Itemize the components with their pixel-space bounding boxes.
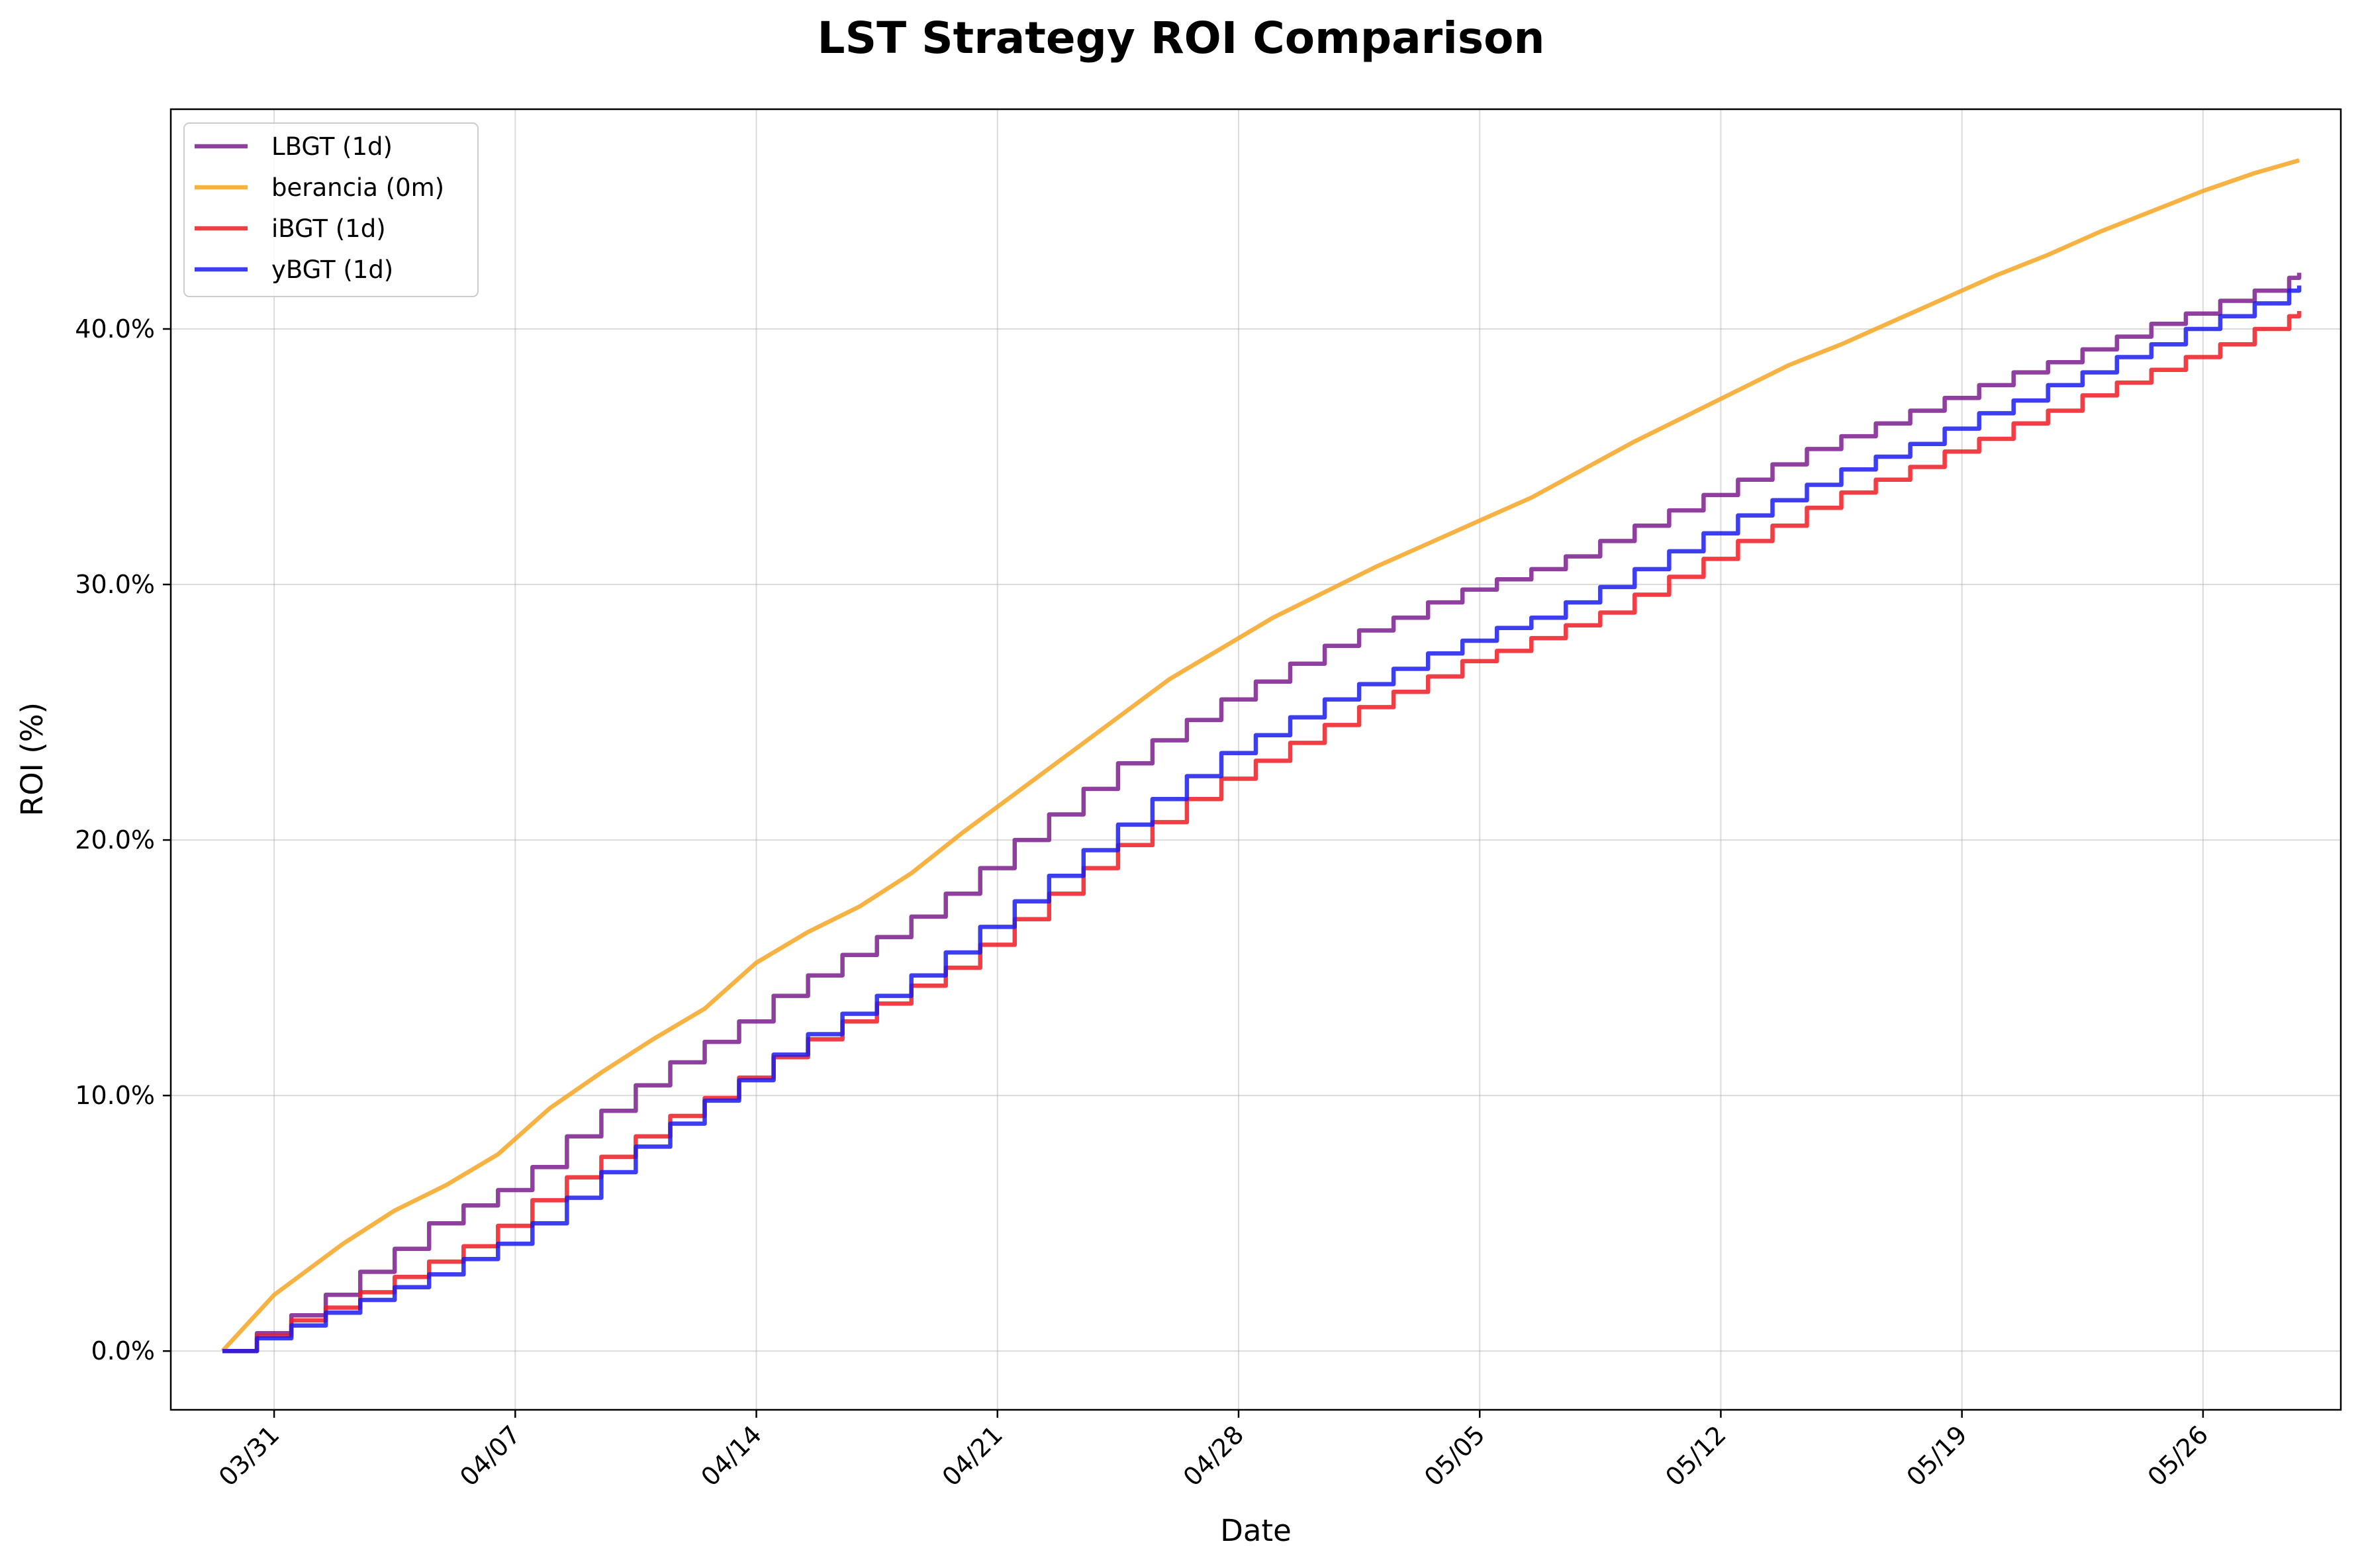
grid-lines <box>171 109 2341 1410</box>
y-tick-label: 40.0% <box>75 314 155 344</box>
series-line-1 <box>220 158 2300 1353</box>
legend-box <box>183 122 479 297</box>
x-axis-label: Date <box>1220 1513 1292 1548</box>
legend-label: yBGT (1d) <box>271 255 393 284</box>
legend-label: berancia (0m) <box>271 173 444 202</box>
y-axis-ticks: 0.0% 10.0% 20.0% 30.0% 40.0% <box>75 314 171 1365</box>
chart-title: LST Strategy ROI Comparison <box>818 13 1545 64</box>
series-line-0 <box>222 273 2302 1354</box>
legend: LBGT (1d) berancia (0m) iBGT (1d) yBGT (1d) <box>183 122 479 297</box>
y-tick-label: 20.0% <box>75 825 155 854</box>
y-tick-label: 10.0% <box>75 1081 155 1110</box>
series-line-2 <box>222 311 2302 1354</box>
plot-frame <box>169 108 2342 1411</box>
y-axis-label: ROI (%) <box>15 702 50 816</box>
series-line-3 <box>222 285 2302 1354</box>
legend-label: LBGT (1d) <box>271 132 393 161</box>
y-tick-label: 30.0% <box>75 570 155 599</box>
y-tick-label: 0.0% <box>91 1336 155 1365</box>
legend-label: iBGT (1d) <box>271 214 386 243</box>
series-lines <box>220 158 2302 1354</box>
